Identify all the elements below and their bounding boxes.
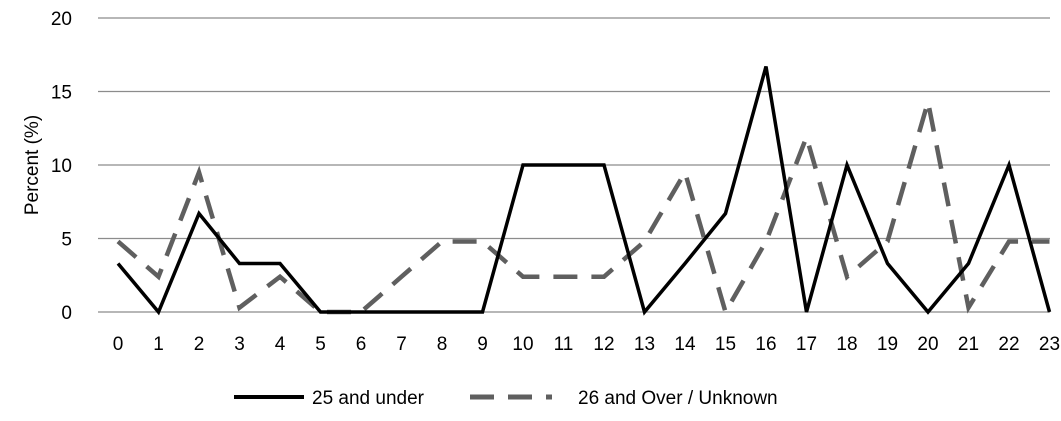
series-line-26-and-over-unknown [116,101,1050,318]
x-tick-label-7: 7 [396,334,407,355]
x-tick-label-19: 19 [877,334,898,355]
series-line-25-and-under [116,66,1052,316]
x-tick-label-14: 14 [674,334,696,355]
legend-label-26-and-over-unknown: 26 and Over / Unknown [578,388,778,409]
x-tick-label-0: 0 [113,334,124,355]
y-tick-label-0: 0 [61,303,72,324]
x-tick-label-12: 12 [593,334,614,355]
y-tick-label-10: 10 [51,156,72,177]
x-tick-label-9: 9 [477,334,488,355]
x-tick-label-8: 8 [437,334,448,355]
x-tick-label-11: 11 [554,334,574,355]
x-tick-label-4: 4 [275,334,286,355]
x-tick-label-15: 15 [715,334,736,355]
series-lines [116,66,1052,318]
y-axis-tick-labels: 0 5 10 15 20 [51,9,72,324]
x-tick-label-23: 23 [1039,334,1060,355]
x-tick-label-6: 6 [356,334,367,355]
x-tick-label-18: 18 [836,334,857,355]
legend-label-25-and-under: 25 and under [312,388,425,409]
y-axis-title: Percent (%) [22,115,43,215]
x-tick-label-17: 17 [796,334,817,355]
x-tick-label-2: 2 [194,334,205,355]
x-axis-tick-labels: 0 1 2 3 4 5 6 7 8 9 10 11 12 13 14 15 16 17 18 19 20 21 22 23 [113,334,1060,355]
y-tick-label-5: 5 [61,230,72,251]
x-tick-label-21: 21 [958,334,979,355]
x-tick-label-1: 1 [153,334,164,355]
y-tick-label-15: 15 [51,83,72,104]
x-tick-label-13: 13 [634,334,655,355]
x-tick-label-5: 5 [315,334,326,355]
x-tick-label-16: 16 [755,334,776,355]
y-tick-label-20: 20 [51,9,72,30]
x-tick-label-22: 22 [998,334,1019,355]
legend: 25 and under 26 and Over / Unknown [234,388,778,409]
x-tick-label-3: 3 [234,334,245,355]
x-tick-label-20: 20 [917,334,938,355]
x-tick-label-10: 10 [512,334,533,355]
